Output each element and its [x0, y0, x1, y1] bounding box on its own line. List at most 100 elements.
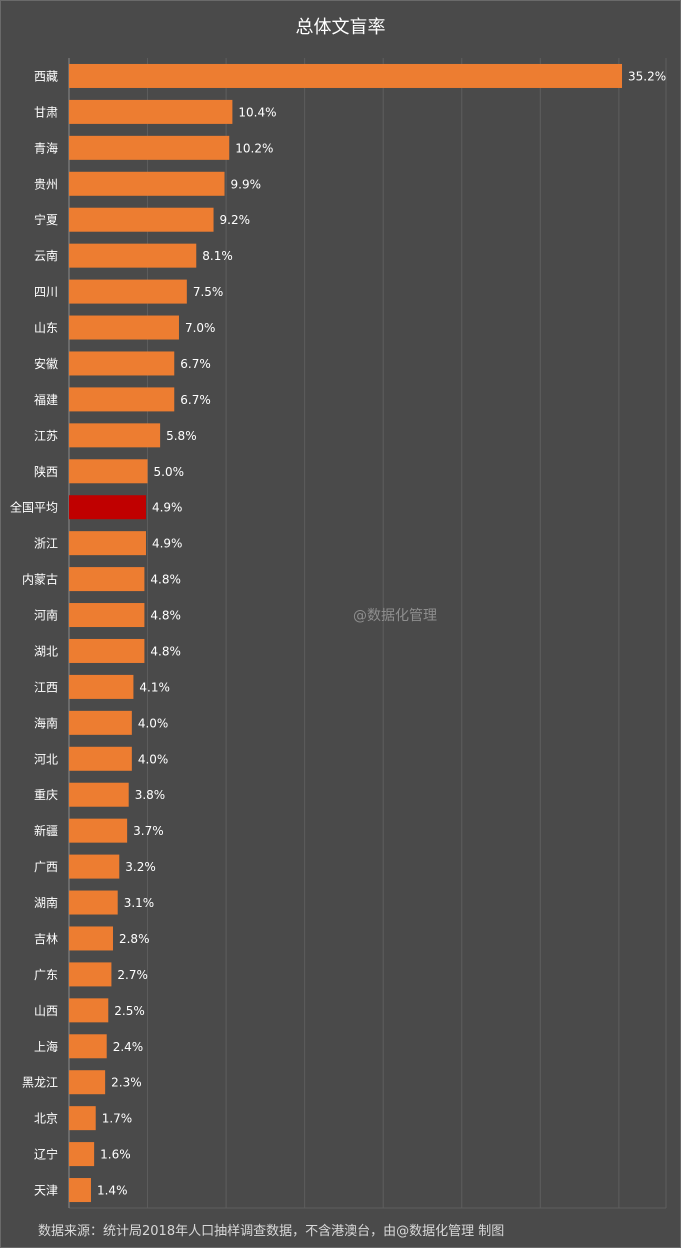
category-label: 北京 — [34, 1112, 58, 1126]
data-label: 6.7% — [180, 393, 211, 407]
data-label: 1.7% — [102, 1112, 132, 1126]
category-label: 海南 — [34, 715, 58, 730]
category-label: 福建 — [34, 392, 58, 407]
data-label: 4.0% — [138, 752, 169, 766]
category-label: 重庆 — [34, 788, 58, 802]
footer-source: 数据来源：统计局2018年人口抽样调查数据，不含港澳台，由@数据化管理 制图 — [38, 1224, 505, 1239]
category-label: 内蒙古 — [22, 572, 58, 587]
bar — [69, 171, 225, 196]
category-label: 宁夏 — [34, 212, 58, 227]
data-label: 3.7% — [133, 824, 164, 838]
bar — [69, 243, 197, 268]
bar — [69, 207, 214, 232]
data-label: 2.7% — [117, 968, 148, 982]
data-label: 10.4% — [238, 105, 276, 119]
bar — [69, 746, 132, 771]
bar — [69, 854, 120, 879]
bar — [69, 710, 132, 735]
data-label: 2.8% — [119, 932, 150, 946]
bar — [69, 351, 175, 376]
category-label: 全国平均 — [10, 500, 58, 515]
bar — [69, 135, 230, 160]
chart-title: 总体文盲率 — [295, 17, 386, 38]
category-label: 江西 — [34, 680, 58, 694]
category-label: 山西 — [34, 1004, 58, 1018]
data-label: 7.0% — [185, 321, 216, 335]
data-label: 2.3% — [111, 1076, 142, 1090]
category-label: 青海 — [34, 140, 58, 155]
bar — [69, 279, 187, 304]
bar — [69, 1142, 95, 1167]
category-label: 新疆 — [34, 823, 58, 838]
bar — [69, 495, 146, 520]
bar — [69, 603, 145, 628]
bar — [69, 567, 145, 592]
bar — [69, 1070, 106, 1095]
bar — [69, 638, 145, 663]
bar — [69, 1034, 107, 1059]
category-label: 四川 — [34, 285, 58, 299]
category-label: 广东 — [34, 968, 58, 982]
category-label: 贵州 — [34, 177, 58, 191]
data-label: 3.1% — [124, 896, 155, 910]
category-label: 湖南 — [34, 895, 58, 910]
bar — [69, 459, 148, 484]
data-label: 35.2% — [628, 69, 666, 83]
data-label: 5.8% — [166, 429, 197, 443]
bar — [69, 315, 179, 340]
data-label: 4.8% — [150, 573, 181, 587]
category-label: 陕西 — [34, 464, 58, 479]
bar — [69, 998, 109, 1023]
data-label: 8.1% — [202, 249, 233, 263]
data-label: 7.5% — [193, 285, 224, 299]
bar — [69, 674, 134, 699]
category-label: 安徽 — [34, 356, 58, 371]
bar — [69, 531, 146, 556]
category-label: 江苏 — [34, 429, 58, 443]
data-label: 9.2% — [220, 213, 251, 227]
category-label: 河南 — [34, 608, 58, 623]
category-label: 河北 — [34, 752, 58, 766]
data-label: 3.8% — [135, 788, 166, 802]
data-label: 9.9% — [231, 177, 262, 191]
bar — [69, 423, 161, 448]
data-label: 4.1% — [139, 680, 170, 694]
bar — [69, 99, 233, 124]
data-label: 4.8% — [150, 644, 181, 658]
bar — [69, 782, 129, 807]
category-label: 广西 — [34, 860, 58, 874]
bar — [69, 1178, 91, 1203]
bar — [69, 387, 175, 412]
category-label: 湖北 — [34, 643, 58, 658]
category-label: 山东 — [34, 321, 58, 335]
data-label: 4.0% — [138, 716, 169, 730]
category-label: 浙江 — [34, 537, 58, 551]
bar — [69, 63, 623, 88]
bar — [69, 818, 128, 843]
data-label: 4.9% — [152, 501, 183, 515]
bar — [69, 962, 112, 987]
category-label: 上海 — [34, 1039, 58, 1054]
data-label: 5.0% — [154, 465, 185, 479]
data-label: 1.4% — [97, 1184, 128, 1198]
category-label: 黑龙江 — [22, 1076, 58, 1090]
category-label: 天津 — [34, 1184, 58, 1198]
data-label: 10.2% — [235, 141, 273, 155]
category-label: 西藏 — [34, 69, 58, 83]
watermark: @数据化管理 — [353, 608, 437, 624]
category-label: 辽宁 — [34, 1147, 58, 1162]
bar — [69, 1106, 96, 1131]
category-label: 云南 — [34, 248, 58, 263]
data-label: 3.2% — [125, 860, 156, 874]
data-label: 4.8% — [150, 609, 181, 623]
bar — [69, 890, 118, 915]
bar — [69, 926, 113, 951]
data-label: 2.4% — [113, 1040, 144, 1054]
category-label: 甘肃 — [34, 105, 58, 119]
data-label: 2.5% — [114, 1004, 144, 1018]
data-label: 6.7% — [180, 357, 211, 371]
data-label: 1.6% — [100, 1148, 131, 1162]
data-label: 4.9% — [152, 537, 183, 551]
category-label: 吉林 — [34, 932, 58, 946]
